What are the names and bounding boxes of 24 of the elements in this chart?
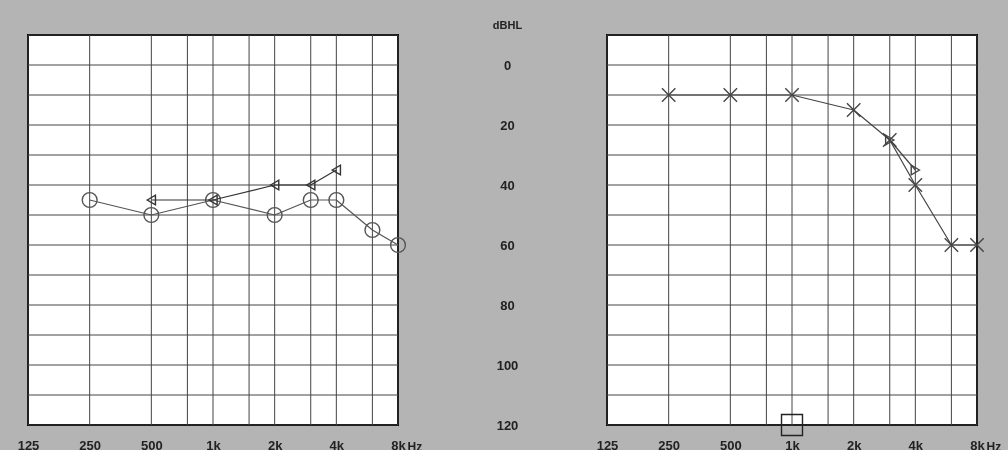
x-tick-label: 2k <box>267 437 284 450</box>
x-tick-label: 125 <box>596 437 619 450</box>
x-tick-label: 250 <box>79 437 102 450</box>
y-tick-label: 60 <box>500 237 515 253</box>
y-axis-title: dBHL <box>492 18 523 31</box>
x-tick-label: 250 <box>658 437 681 450</box>
x-tick-label: 500 <box>719 437 742 450</box>
x-tick-label: 8k <box>970 437 986 450</box>
x-axis-title: Hz <box>986 439 1002 450</box>
y-tick-label: 20 <box>500 117 515 133</box>
x-tick-label: 8k <box>391 437 407 450</box>
y-tick-label: 0 <box>503 57 512 73</box>
y-tick-label: 120 <box>496 417 519 433</box>
x-tick-label: 4k <box>908 437 924 450</box>
x-tick-label: 1k <box>206 437 222 450</box>
x-tick-label: 1k <box>785 437 801 450</box>
x-tick-label: 2k <box>846 437 863 450</box>
x-tick-label: 500 <box>140 437 163 450</box>
y-tick-label: 80 <box>500 297 515 313</box>
x-tick-label: 4k <box>329 437 345 450</box>
y-tick-label: 40 <box>500 177 515 193</box>
x-axis-title: Hz <box>407 439 423 450</box>
x-tick-label: 125 <box>17 437 40 450</box>
y-tick-label: 100 <box>496 357 519 373</box>
